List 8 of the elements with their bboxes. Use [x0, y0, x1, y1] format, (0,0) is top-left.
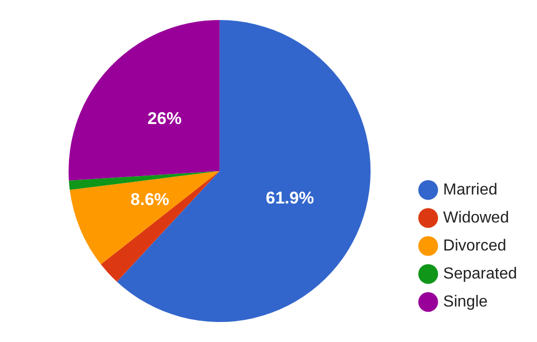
data-label: 26%: [148, 109, 182, 128]
data-label: 61.9%: [266, 188, 314, 208]
data-label: 8.6%: [130, 190, 170, 209]
legend-label: Divorced: [443, 237, 506, 254]
legend-label: Married: [443, 181, 498, 198]
legend-label: Single: [443, 293, 488, 310]
legend-label: Separated: [443, 265, 518, 282]
legend-label: Widowed: [443, 209, 509, 226]
